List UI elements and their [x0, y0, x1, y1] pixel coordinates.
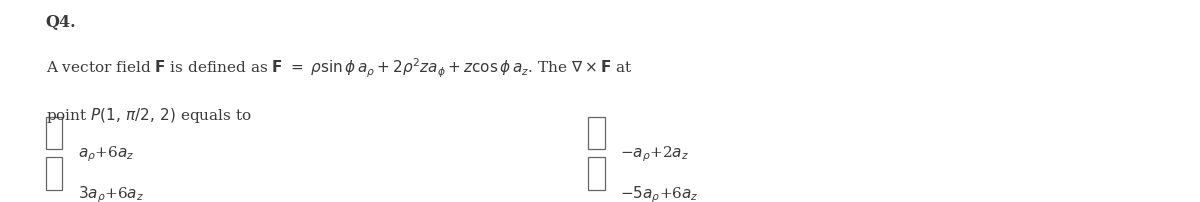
Bar [588, 158, 605, 190]
Bar [588, 117, 605, 149]
Text: $-5a_\rho$+6$a_z$: $-5a_\rho$+6$a_z$ [620, 184, 700, 202]
Text: $a_\rho$+6$a_z$: $a_\rho$+6$a_z$ [78, 143, 134, 163]
Text: $-a_\rho$+2$a_z$: $-a_\rho$+2$a_z$ [620, 143, 689, 163]
Text: A vector field $\mathbf{F}$ is defined as $\mathbf{F}$ $=$ $\rho\sin\phi\,a_\rho: A vector field $\mathbf{F}$ is defined a… [46, 57, 632, 80]
Bar [46, 158, 62, 190]
Text: Q4.: Q4. [46, 14, 77, 31]
Bar [46, 117, 62, 149]
Text: point $P(1,\,\pi/2,\,2)$ equals to: point $P(1,\,\pi/2,\,2)$ equals to [46, 105, 252, 124]
Text: $3a_\rho$+6$a_z$: $3a_\rho$+6$a_z$ [78, 184, 144, 202]
